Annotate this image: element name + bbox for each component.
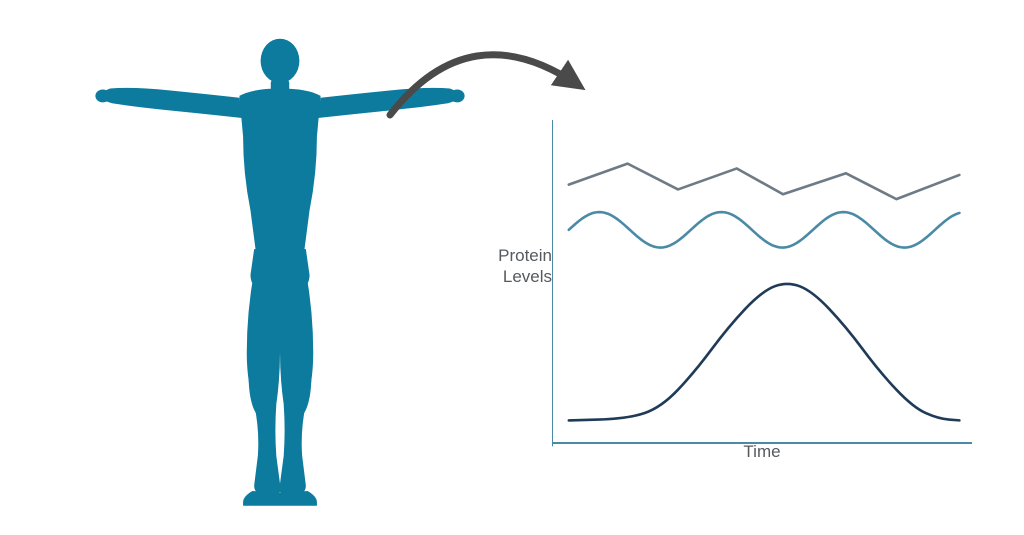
y-axis-label-line2: Levels xyxy=(503,267,552,286)
chart-series-series-a xyxy=(569,164,960,200)
chart-series-series-b xyxy=(569,212,960,247)
diagram-root: Protein Levels Time xyxy=(0,0,1024,535)
x-axis-label: Time xyxy=(552,442,972,462)
protein-levels-chart xyxy=(552,120,972,460)
chart-series-series-c xyxy=(569,284,960,420)
y-axis-label: Protein Levels xyxy=(482,245,552,288)
y-axis-label-line1: Protein xyxy=(498,246,552,265)
